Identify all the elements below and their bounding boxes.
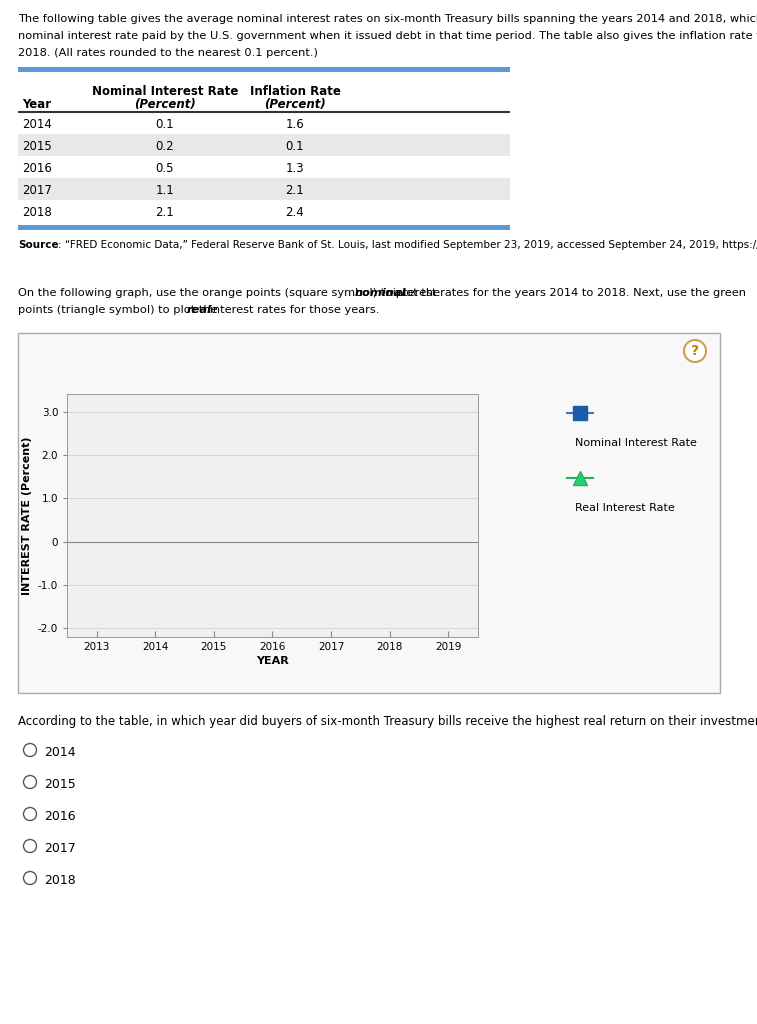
Text: 2014: 2014 <box>22 118 52 131</box>
Text: nominal interest rate paid by the U.S. government when it issued debt in that ti: nominal interest rate paid by the U.S. g… <box>18 31 757 41</box>
Bar <box>18 178 510 200</box>
Text: ?: ? <box>691 344 699 358</box>
Text: Nominal Interest Rate: Nominal Interest Rate <box>575 438 697 449</box>
Text: Real Interest Rate: Real Interest Rate <box>575 503 674 513</box>
Circle shape <box>23 840 36 853</box>
Text: interest rates for those years.: interest rates for those years. <box>206 305 379 315</box>
Circle shape <box>684 340 706 362</box>
Circle shape <box>23 775 36 788</box>
Y-axis label: INTEREST RATE (Percent): INTEREST RATE (Percent) <box>23 436 33 595</box>
Text: 2015: 2015 <box>22 140 52 153</box>
Text: 2016: 2016 <box>22 162 52 175</box>
Text: interest rates for the years 2014 to 2018. Next, use the green: interest rates for the years 2014 to 201… <box>388 288 746 298</box>
Text: 2018. (All rates rounded to the nearest 0.1 percent.): 2018. (All rates rounded to the nearest … <box>18 48 318 58</box>
Text: 2018: 2018 <box>44 874 76 887</box>
Bar <box>18 333 720 693</box>
Text: 1.3: 1.3 <box>285 162 304 175</box>
Text: 0.5: 0.5 <box>156 162 174 175</box>
Text: 2.1: 2.1 <box>156 206 174 219</box>
Text: points (triangle symbol) to plot the: points (triangle symbol) to plot the <box>18 305 221 315</box>
Text: 2014: 2014 <box>44 746 76 759</box>
Text: 1.6: 1.6 <box>285 118 304 131</box>
X-axis label: YEAR: YEAR <box>256 655 289 666</box>
Text: On the following graph, use the orange points (square symbol) to plot the: On the following graph, use the orange p… <box>18 288 444 298</box>
Text: 2016: 2016 <box>44 810 76 823</box>
Circle shape <box>23 808 36 820</box>
Text: Inflation Rate: Inflation Rate <box>250 85 341 98</box>
Text: Nominal Interest Rate: Nominal Interest Rate <box>92 85 238 98</box>
Text: 2018: 2018 <box>22 206 52 219</box>
Text: : “FRED Economic Data,” Federal Reserve Bank of St. Louis, last modified Septemb: : “FRED Economic Data,” Federal Reserve … <box>58 240 757 250</box>
Text: 2015: 2015 <box>44 778 76 791</box>
Text: 2.1: 2.1 <box>285 184 304 197</box>
Circle shape <box>23 871 36 885</box>
Bar <box>18 134 510 156</box>
Bar <box>18 67 510 72</box>
Text: Year: Year <box>23 98 51 111</box>
Text: 0.2: 0.2 <box>156 140 174 153</box>
Text: The following table gives the average nominal interest rates on six-month Treasu: The following table gives the average no… <box>18 14 757 24</box>
Text: 0.1: 0.1 <box>285 140 304 153</box>
Text: 2017: 2017 <box>44 842 76 855</box>
Text: According to the table, in which year did buyers of six-month Treasury bills rec: According to the table, in which year di… <box>18 715 757 728</box>
Text: 1.1: 1.1 <box>156 184 174 197</box>
Text: 0.1: 0.1 <box>156 118 174 131</box>
Circle shape <box>23 743 36 757</box>
Text: (Percent): (Percent) <box>264 98 326 111</box>
Text: Source: Source <box>18 240 58 250</box>
Text: nominal: nominal <box>355 288 406 298</box>
Text: 2.4: 2.4 <box>285 206 304 219</box>
Text: real: real <box>186 305 211 315</box>
Text: 2017: 2017 <box>22 184 52 197</box>
Bar <box>18 225 510 230</box>
Text: (Percent): (Percent) <box>134 98 196 111</box>
